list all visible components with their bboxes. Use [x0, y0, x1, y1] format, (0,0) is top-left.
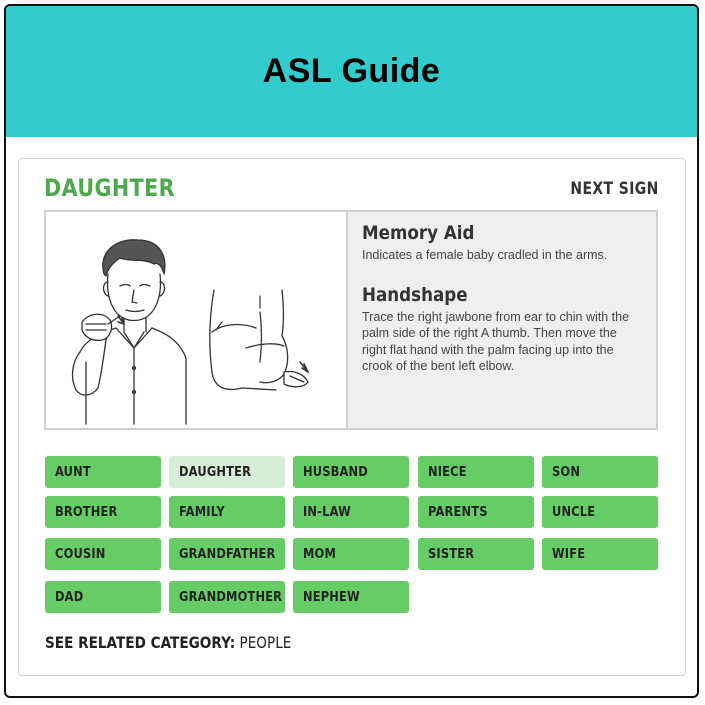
related-category-label: SEE RELATED CATEGORY:	[45, 633, 236, 652]
sign-tag-husband[interactable]: HUSBAND	[293, 456, 409, 488]
sign-title: DAUGHTER	[44, 174, 175, 202]
memory-aid-heading: Memory Aid	[362, 222, 475, 244]
sign-illustration-drawing	[71, 239, 309, 425]
memory-aid-text: Indicates a female baby cradled in the a…	[362, 248, 608, 262]
related-category: SEE RELATED CATEGORY: PEOPLE	[45, 633, 291, 652]
handshape-heading: Handshape	[362, 283, 468, 306]
sign-tag-niece[interactable]: NIECE	[418, 456, 534, 488]
sign-tag-uncle[interactable]: UNCLE	[542, 496, 658, 528]
sign-tag-son[interactable]: SON	[542, 456, 658, 488]
sign-tag-daughter[interactable]: DAUGHTER	[169, 456, 285, 488]
sign-tag-grandfather[interactable]: GRANDFATHER	[169, 538, 285, 570]
app-header: ASL Guide	[6, 6, 697, 137]
sign-info-panel: Memory Aid Indicates a female baby cradl…	[346, 212, 656, 428]
sign-tag-grandmother[interactable]: GRANDMOTHER	[169, 581, 285, 613]
sign-tag-family[interactable]: FAMILY	[169, 496, 285, 528]
sign-tag-cousin[interactable]: COUSIN	[45, 538, 161, 570]
sign-tag-parents[interactable]: PARENTS	[418, 496, 534, 528]
sign-tag-nephew[interactable]: NEPHEW	[293, 581, 409, 613]
related-category-link[interactable]: PEOPLE	[239, 633, 292, 652]
next-sign-link[interactable]: NEXT SIGN	[570, 179, 659, 199]
sign-card: DAUGHTER NEXT SIGN	[18, 158, 686, 676]
sign-tag-dad[interactable]: DAD	[45, 581, 161, 613]
sign-tag-aunt[interactable]: AUNT	[45, 456, 161, 488]
sign-tag-wife[interactable]: WIFE	[542, 538, 658, 570]
app-frame: ASL Guide DAUGHTER NEXT SIGN	[4, 4, 699, 698]
app-title: ASL Guide	[262, 52, 441, 90]
sign-illustration	[46, 212, 346, 428]
sign-tag-mom[interactable]: MOM	[293, 538, 409, 570]
handshape-text: Trace the right jawbone from ear to chin…	[362, 309, 630, 374]
sign-tag-sister[interactable]: SISTER	[418, 538, 534, 570]
sign-media-panel: Memory Aid Indicates a female baby cradl…	[44, 210, 658, 430]
sign-tag-in-law[interactable]: IN-LAW	[293, 496, 409, 528]
sign-tag-brother[interactable]: BROTHER	[45, 496, 161, 528]
